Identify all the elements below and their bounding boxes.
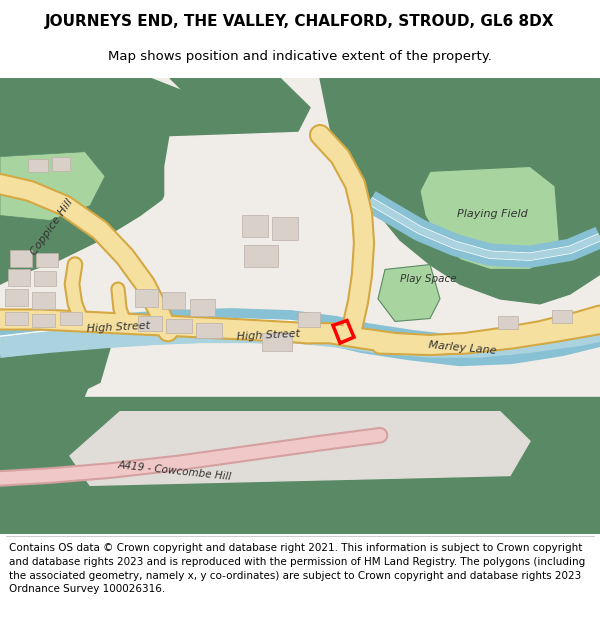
Polygon shape: [34, 271, 56, 286]
Polygon shape: [60, 312, 82, 326]
Text: High Street: High Street: [236, 329, 300, 342]
Polygon shape: [0, 328, 110, 407]
Polygon shape: [32, 292, 55, 309]
Text: Playing Field: Playing Field: [457, 209, 527, 219]
Polygon shape: [320, 78, 600, 304]
Polygon shape: [70, 412, 530, 486]
Polygon shape: [8, 269, 30, 286]
Polygon shape: [10, 250, 32, 266]
Polygon shape: [138, 316, 162, 331]
Polygon shape: [0, 357, 90, 412]
Polygon shape: [5, 312, 28, 326]
Text: Play Space: Play Space: [400, 274, 457, 284]
Text: Coppice Hill: Coppice Hill: [29, 198, 75, 258]
Polygon shape: [52, 157, 70, 171]
Polygon shape: [0, 78, 600, 534]
Polygon shape: [5, 289, 28, 306]
Text: JOURNEYS END, THE VALLEY, CHALFORD, STROUD, GL6 8DX: JOURNEYS END, THE VALLEY, CHALFORD, STRO…: [45, 14, 555, 29]
Polygon shape: [498, 316, 518, 329]
Polygon shape: [0, 78, 240, 284]
Polygon shape: [262, 333, 292, 351]
Polygon shape: [244, 245, 278, 266]
Polygon shape: [36, 253, 58, 268]
Polygon shape: [196, 323, 222, 338]
Polygon shape: [420, 166, 560, 269]
Text: High Street: High Street: [86, 321, 150, 334]
Polygon shape: [378, 264, 440, 321]
Text: Map shows position and indicative extent of the property.: Map shows position and indicative extent…: [108, 50, 492, 62]
Polygon shape: [0, 397, 600, 534]
Polygon shape: [298, 312, 320, 328]
Polygon shape: [0, 152, 105, 221]
Text: Marley Lane: Marley Lane: [428, 340, 496, 356]
Polygon shape: [166, 319, 192, 333]
Polygon shape: [272, 217, 298, 240]
Polygon shape: [135, 289, 158, 307]
Polygon shape: [170, 78, 310, 206]
Text: A419 - Cowcombe Hill: A419 - Cowcombe Hill: [118, 459, 232, 481]
Polygon shape: [190, 299, 215, 316]
Polygon shape: [242, 216, 268, 237]
Polygon shape: [120, 132, 340, 326]
Polygon shape: [32, 314, 55, 328]
Polygon shape: [162, 292, 185, 309]
Polygon shape: [28, 159, 48, 172]
Text: Contains OS data © Crown copyright and database right 2021. This information is : Contains OS data © Crown copyright and d…: [9, 543, 585, 594]
Polygon shape: [552, 309, 572, 323]
